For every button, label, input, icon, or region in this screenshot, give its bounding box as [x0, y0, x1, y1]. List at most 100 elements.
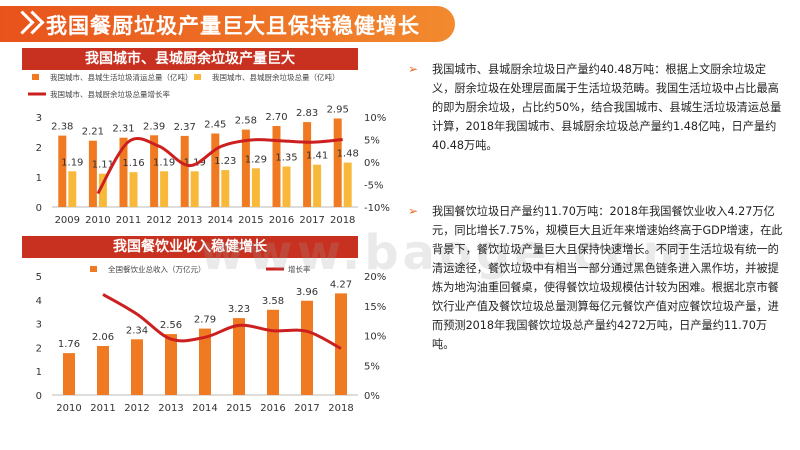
chart1-bar-1 [150, 135, 159, 207]
chart1-ytick-left: 3 [36, 113, 42, 124]
chart2-bar-1 [335, 293, 347, 395]
chart2-bar-1 [233, 318, 245, 395]
chart1-data-label-2: 1.16 [122, 158, 144, 169]
title-bar: 我国餐厨垃圾产量巨大且保持稳健增长 [0, 0, 800, 48]
chart1-bar-1 [241, 129, 250, 207]
chart1-title: 我国城市、县城厨余垃圾产量巨大 [22, 48, 358, 70]
chart1-legend-label: 我国城市、县城生活垃圾清运总量（亿吨） [50, 72, 193, 82]
chart2-data-label-1: 2.34 [126, 325, 148, 336]
chart2-ytick-left: 0 [36, 391, 42, 402]
chart2-bar-1 [63, 353, 75, 395]
chart1-data-label-2: 1.41 [306, 151, 328, 162]
chart1-bar-2 [282, 166, 291, 207]
chart1-ytick-right: -10% [364, 203, 390, 214]
chart1-legend-swatch [194, 74, 201, 80]
chart1-bar-2 [190, 171, 199, 207]
chart2-ytick-right: 5% [364, 361, 380, 372]
chart2-data-label-1: 3.96 [296, 287, 318, 298]
chart2-xtick: 2018 [328, 403, 353, 414]
chart1-data-label-2: 1.11 [92, 160, 114, 171]
chart1-data-label-1: 2.95 [327, 105, 349, 116]
chart1-data-label-1: 2.21 [82, 127, 104, 138]
chart1-bar-2 [343, 162, 352, 207]
chart2-data-label-1: 3.23 [228, 304, 250, 315]
chart2-data-label-1: 2.79 [194, 315, 216, 326]
chart2-xtick: 2017 [294, 403, 319, 414]
chart2-ytick-right: 0% [364, 391, 380, 402]
bullet-arrow-icon: ➢ [408, 204, 419, 218]
chart2-bar-1 [301, 300, 313, 395]
chart1-xtick: 2015 [238, 215, 263, 226]
chart1-data-label-2: 1.35 [275, 153, 297, 164]
chart1-data-label-1: 2.58 [235, 116, 257, 127]
chart1-ytick-right: 0% [364, 158, 380, 169]
chart1-bar-2 [221, 170, 230, 207]
chart2-growth-line [102, 293, 342, 350]
chart1-data-label-2: 1.48 [337, 149, 359, 160]
chart1-bar-1 [333, 118, 342, 207]
chart1-bar-1 [58, 135, 67, 207]
chart2-ytick-left: 3 [36, 320, 42, 331]
chart1-data-label-2: 1.29 [245, 154, 267, 165]
paragraph-2: ➢ 我国餐饮垃圾日产量约11.70万吨：2018年我国餐饮业收入4.27万亿元，… [408, 202, 784, 354]
chart2-legend-label: 全国餐饮业总收入（万亿元） [108, 264, 206, 274]
chart1-ytick-left: 2 [36, 143, 42, 154]
chart1-legend-swatch [32, 74, 39, 80]
chart1-bar-1 [88, 140, 97, 207]
chart1-legend-label: 我国城市、县城厨余垃圾总量（亿吨） [212, 72, 340, 82]
chart1-xtick: 2013 [177, 215, 202, 226]
chart2-ytick-right: 15% [364, 302, 386, 313]
chart2-data-label-1: 4.27 [330, 279, 352, 290]
chart2-bar-1 [267, 309, 279, 395]
chart1-data-label-1: 2.45 [204, 120, 226, 131]
chart1-data-label-1: 2.39 [143, 121, 165, 132]
chart1-bar-2 [98, 173, 107, 207]
chart1-bar-2 [251, 168, 260, 207]
chart2-xtick: 2015 [226, 403, 251, 414]
chart1-ytick-left: 1 [36, 173, 42, 184]
chart2-bar-1 [131, 339, 143, 395]
chart1-ytick-right: -5% [364, 181, 383, 192]
chart2-xtick: 2013 [158, 403, 183, 414]
chart2-ytick-left: 2 [36, 343, 42, 354]
chart2-legend-swatch [90, 266, 97, 272]
chart2-ytick-left: 5 [36, 272, 42, 283]
chart1-data-label-1: 2.70 [265, 112, 287, 123]
chart2-bar-1 [97, 345, 109, 395]
chart2-title: 我国餐饮业收入稳健增长 [22, 236, 358, 258]
chart1-ytick-right: 5% [364, 136, 380, 147]
chart1-data-label-1: 2.83 [296, 108, 318, 119]
chart1-xtick: 2009 [55, 215, 80, 226]
chart1-bar-1 [303, 122, 312, 207]
chart1-xtick: 2010 [85, 215, 110, 226]
paragraph-2-text: 我国餐饮垃圾日产量约11.70万吨：2018年我国餐饮业收入4.27万亿元，同比… [432, 205, 783, 351]
chart2-data-label-1: 2.56 [160, 320, 182, 331]
chart2-bar-1 [199, 328, 211, 395]
chart1-xtick: 2018 [330, 215, 355, 226]
title-band [0, 6, 455, 42]
paragraph-1-text: 我国城市、县城厨余垃圾日产量约40.48万吨：根据上文厨余垃圾定义，厨余垃圾在处… [432, 63, 782, 152]
chart1-growth-line [96, 137, 343, 195]
chart1-data-label-2: 1.19 [153, 157, 175, 168]
watermark: www.baoge.com [200, 225, 697, 281]
chart1-xtick: 2014 [208, 215, 233, 226]
chart2-xtick: 2012 [124, 403, 149, 414]
chart1-data-label-2: 1.19 [61, 157, 83, 168]
chart1-legend-label: 我国城市、县城厨余垃圾总量增长率 [50, 89, 170, 99]
chart2-data-label-1: 3.58 [262, 296, 284, 307]
chart2-ytick-left: 1 [36, 367, 42, 378]
chart1-xtick: 2011 [116, 215, 141, 226]
chart2-xtick: 2014 [192, 403, 217, 414]
chart2-xtick: 2011 [90, 403, 115, 414]
chart1-data-label-1: 2.31 [112, 124, 134, 135]
chart2-ytick-right: 10% [364, 332, 386, 343]
chart2-xtick: 2010 [56, 403, 81, 414]
chart1-bar-2 [313, 164, 322, 207]
chart1-xtick: 2012 [146, 215, 171, 226]
chart2-ytick-right: 20% [364, 272, 386, 283]
page-title: 我国餐厨垃圾产量巨大且保持稳健增长 [46, 13, 420, 38]
chart2-bar-1 [165, 334, 177, 395]
bullet-arrow-icon: ➢ [408, 62, 419, 76]
chart2-ytick-left: 4 [36, 296, 42, 307]
